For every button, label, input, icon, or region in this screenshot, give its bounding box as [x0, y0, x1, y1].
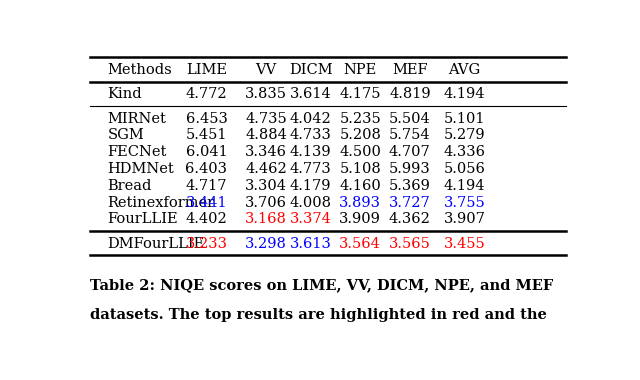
Text: 4.008: 4.008 [290, 196, 332, 209]
Text: 5.504: 5.504 [389, 112, 431, 126]
Text: 3.613: 3.613 [290, 237, 332, 251]
Text: Retinexformer: Retinexformer [108, 196, 214, 209]
Text: LIME: LIME [186, 63, 227, 77]
Text: 4.175: 4.175 [339, 87, 381, 101]
Text: 3.298: 3.298 [245, 237, 287, 251]
Text: 5.101: 5.101 [444, 112, 485, 126]
Text: 6.041: 6.041 [186, 145, 227, 159]
Text: 5.235: 5.235 [339, 112, 381, 126]
Text: 3.706: 3.706 [245, 196, 287, 209]
Text: 3.304: 3.304 [245, 179, 287, 193]
Text: 4.735: 4.735 [245, 112, 287, 126]
Text: NPE: NPE [344, 63, 377, 77]
Text: 4.717: 4.717 [186, 179, 227, 193]
Text: 4.362: 4.362 [389, 212, 431, 226]
Text: Bread: Bread [108, 179, 152, 193]
Text: VV: VV [255, 63, 276, 77]
Text: 5.754: 5.754 [389, 128, 431, 142]
Text: 3.727: 3.727 [389, 196, 431, 209]
Text: MEF: MEF [392, 63, 428, 77]
Text: 3.755: 3.755 [444, 196, 485, 209]
Text: 3.233: 3.233 [186, 237, 227, 251]
Text: AVG: AVG [448, 63, 481, 77]
Text: 4.462: 4.462 [245, 162, 287, 176]
Text: Table 2: NIQE scores on LIME, VV, DICM, NPE, and MEF: Table 2: NIQE scores on LIME, VV, DICM, … [90, 279, 553, 293]
Text: 3.565: 3.565 [389, 237, 431, 251]
Text: 5.108: 5.108 [339, 162, 381, 176]
Text: 4.194: 4.194 [444, 179, 485, 193]
Text: 4.336: 4.336 [444, 145, 485, 159]
Text: 3.835: 3.835 [245, 87, 287, 101]
Text: 3.564: 3.564 [339, 237, 381, 251]
Text: 4.819: 4.819 [389, 87, 431, 101]
Text: 4.884: 4.884 [245, 128, 287, 142]
Text: 5.279: 5.279 [444, 128, 485, 142]
Text: FourLLIE: FourLLIE [108, 212, 178, 226]
Text: 4.772: 4.772 [186, 87, 227, 101]
Text: 5.208: 5.208 [339, 128, 381, 142]
Text: 5.451: 5.451 [186, 128, 227, 142]
Text: datasets. The top results are highlighted in red and the: datasets. The top results are highlighte… [90, 308, 547, 322]
Text: 4.402: 4.402 [186, 212, 227, 226]
Text: 3.907: 3.907 [444, 212, 485, 226]
Text: 4.773: 4.773 [290, 162, 332, 176]
Text: Methods: Methods [108, 63, 172, 77]
Text: 4.707: 4.707 [389, 145, 431, 159]
Text: 4.179: 4.179 [290, 179, 332, 193]
Text: 3.374: 3.374 [290, 212, 332, 226]
Text: 3.893: 3.893 [339, 196, 381, 209]
Text: 5.993: 5.993 [389, 162, 431, 176]
Text: 3.614: 3.614 [290, 87, 332, 101]
Text: 4.042: 4.042 [290, 112, 332, 126]
Text: FECNet: FECNet [108, 145, 166, 159]
Text: SGM: SGM [108, 128, 144, 142]
Text: 6.453: 6.453 [186, 112, 227, 126]
Text: DMFourLLIE: DMFourLLIE [108, 237, 205, 251]
Text: 4.733: 4.733 [290, 128, 332, 142]
Text: MIRNet: MIRNet [108, 112, 166, 126]
Text: 3.455: 3.455 [444, 237, 485, 251]
Text: 3.909: 3.909 [339, 212, 381, 226]
Text: 3.441: 3.441 [186, 196, 227, 209]
Text: 5.056: 5.056 [444, 162, 485, 176]
Text: 4.194: 4.194 [444, 87, 485, 101]
Text: 4.500: 4.500 [339, 145, 381, 159]
Text: 3.346: 3.346 [245, 145, 287, 159]
Text: 4.139: 4.139 [290, 145, 332, 159]
Text: 3.168: 3.168 [245, 212, 287, 226]
Text: DICM: DICM [289, 63, 332, 77]
Text: 5.369: 5.369 [389, 179, 431, 193]
Text: 4.160: 4.160 [339, 179, 381, 193]
Text: Kind: Kind [108, 87, 142, 101]
Text: 6.403: 6.403 [186, 162, 227, 176]
Text: HDMNet: HDMNet [108, 162, 174, 176]
